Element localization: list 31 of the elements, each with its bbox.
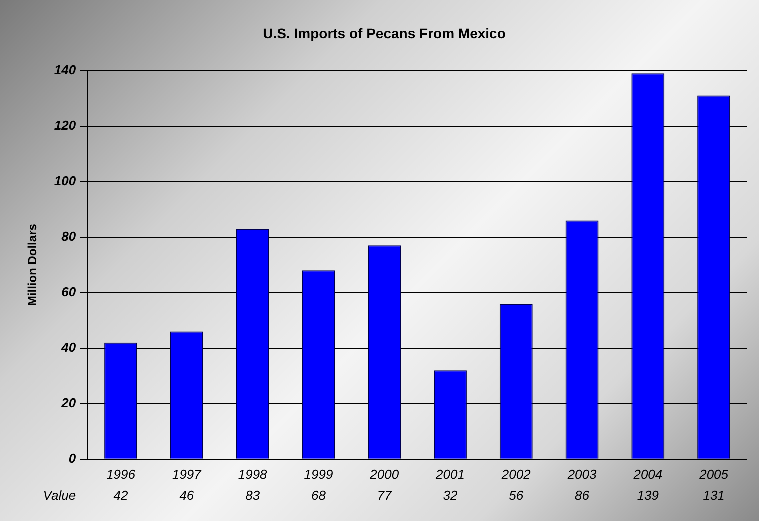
x-tick-label: 1999	[304, 466, 334, 482]
data-label: 56	[509, 488, 524, 504]
x-tick-label: 2003	[566, 466, 598, 482]
data-label: 86	[575, 488, 590, 504]
data-label: 42	[114, 488, 130, 504]
y-tick-label: 0	[68, 450, 77, 466]
y-tick-label: 80	[62, 228, 77, 244]
data-label: 68	[311, 488, 327, 504]
x-tick-label: 1998	[238, 466, 268, 482]
y-tick-label: 40	[60, 340, 77, 355]
text: Value	[43, 488, 76, 504]
y-tick-label: 140	[54, 62, 77, 78]
x-tick-label: 2000	[369, 466, 400, 482]
y-tick-label: 20	[60, 395, 77, 410]
x-tick-label: 2001	[435, 466, 465, 482]
data-label: 77	[377, 488, 393, 504]
y-tick-label: 100	[54, 173, 77, 188]
chart-title: U.S. Imports of Pecans From Mexico	[263, 25, 506, 42]
x-tick-label: 2002	[500, 466, 532, 482]
data-label: 46	[180, 488, 195, 504]
data-label: 139	[637, 488, 660, 504]
data-label: 131	[703, 488, 725, 504]
y-axis-title: Million Dollars	[26, 224, 40, 306]
x-tick-label: 2004	[632, 466, 663, 482]
x-tick-label: 1997	[172, 466, 202, 482]
y-tick-label: 60	[62, 284, 77, 300]
x-tick-label: 1996	[106, 466, 136, 482]
data-label: 32	[443, 488, 458, 504]
x-tick-label: 2005	[698, 466, 730, 482]
y-tick-label: 120	[54, 118, 77, 133]
data-label: 83	[246, 488, 261, 504]
